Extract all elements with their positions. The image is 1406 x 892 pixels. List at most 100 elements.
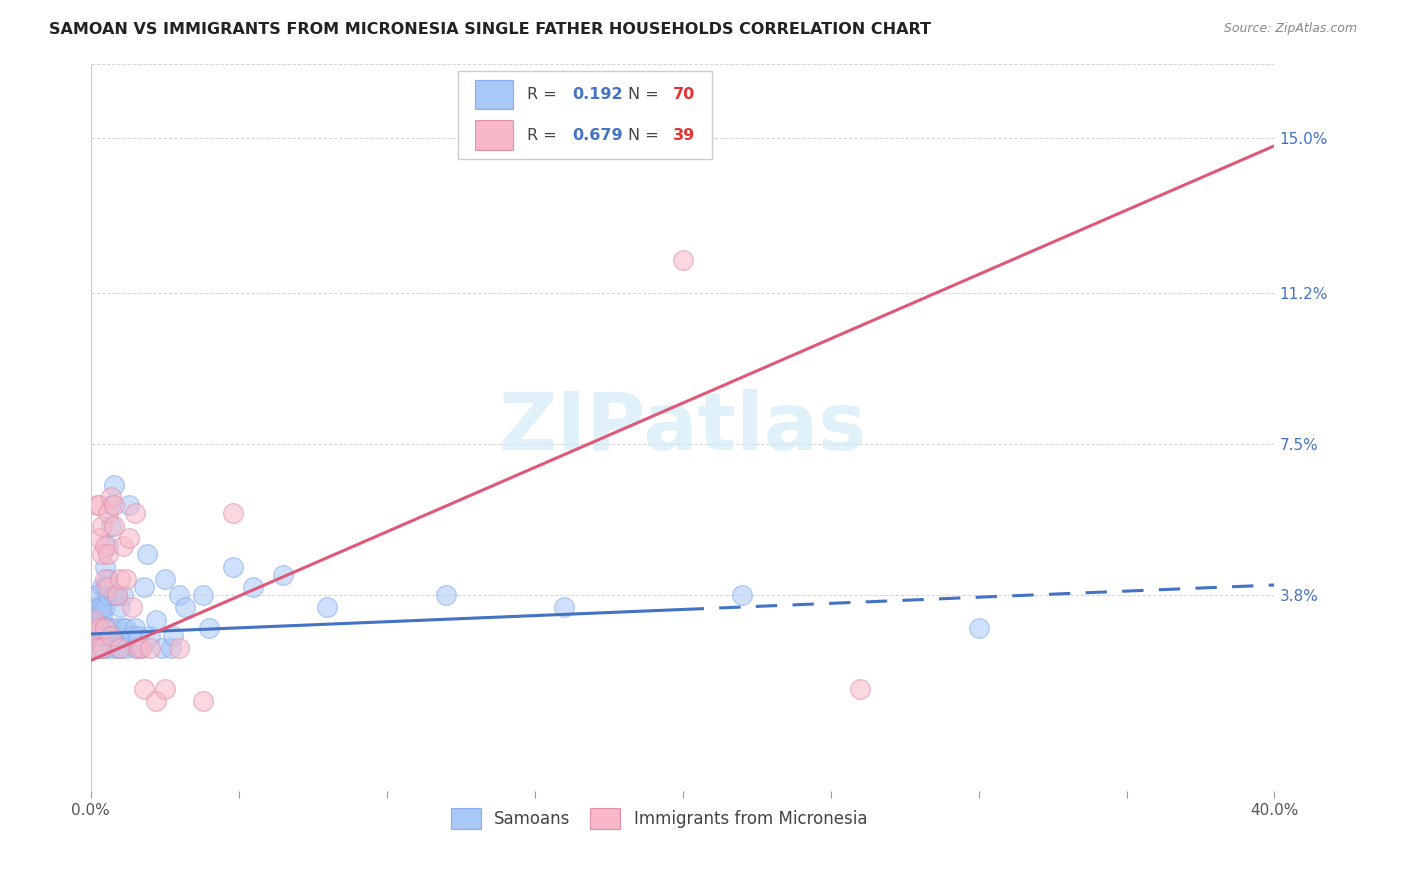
Point: [103, 518, 125, 533]
Point: [153, 682, 176, 697]
Point: [124, 507, 146, 521]
Point: [129, 641, 152, 656]
Point: [153, 572, 176, 586]
Point: [97, 629, 120, 643]
Point: [103, 588, 125, 602]
Point: [121, 629, 143, 643]
Point: [112, 621, 135, 635]
Point: [127, 641, 149, 656]
Point: [553, 600, 575, 615]
Point: [105, 621, 128, 635]
Point: [100, 490, 122, 504]
Point: [94, 580, 117, 594]
Point: [83, 613, 105, 627]
Point: [89, 641, 111, 656]
Point: [97, 547, 120, 561]
Point: [103, 629, 125, 643]
Text: 39: 39: [673, 128, 696, 143]
Point: [169, 641, 191, 656]
Point: [97, 588, 120, 602]
Point: [150, 641, 173, 656]
Point: [115, 621, 138, 635]
Point: [115, 641, 138, 656]
Point: [97, 572, 120, 586]
Point: [94, 629, 117, 643]
Point: [124, 621, 146, 635]
Point: [89, 621, 111, 635]
FancyBboxPatch shape: [475, 120, 513, 150]
Point: [103, 478, 125, 492]
Point: [86, 641, 108, 656]
Text: 0.679: 0.679: [572, 128, 623, 143]
Point: [191, 588, 214, 602]
Point: [169, 588, 191, 602]
Point: [191, 694, 214, 708]
Point: [108, 641, 131, 656]
Point: [100, 621, 122, 635]
Point: [86, 588, 108, 602]
Point: [91, 641, 114, 656]
Point: [91, 641, 114, 656]
Point: [105, 588, 128, 602]
Point: [91, 580, 114, 594]
Text: R =: R =: [527, 87, 562, 103]
Point: [97, 539, 120, 553]
Point: [91, 547, 114, 561]
Point: [124, 641, 146, 656]
Point: [89, 600, 111, 615]
Point: [100, 518, 122, 533]
Point: [112, 539, 135, 553]
Point: [97, 621, 120, 635]
Text: N =: N =: [628, 128, 664, 143]
Text: 70: 70: [673, 87, 696, 103]
Point: [83, 629, 105, 643]
Point: [139, 641, 162, 656]
Point: [221, 559, 243, 574]
Point: [132, 580, 155, 594]
Point: [112, 588, 135, 602]
Point: [94, 641, 117, 656]
Point: [434, 588, 457, 602]
Point: [105, 588, 128, 602]
Point: [94, 572, 117, 586]
Point: [103, 498, 125, 512]
Point: [132, 682, 155, 697]
Point: [271, 567, 294, 582]
Point: [91, 629, 114, 643]
Point: [162, 629, 184, 643]
Point: [118, 531, 141, 545]
Point: [97, 507, 120, 521]
Point: [105, 641, 128, 656]
Point: [159, 641, 181, 656]
Point: [91, 518, 114, 533]
Text: ZIPatlas: ZIPatlas: [499, 389, 866, 467]
Point: [86, 629, 108, 643]
Point: [118, 498, 141, 512]
Point: [849, 682, 872, 697]
Point: [94, 559, 117, 574]
Point: [671, 253, 693, 268]
Point: [86, 608, 108, 623]
FancyBboxPatch shape: [475, 80, 513, 110]
Point: [127, 629, 149, 643]
Point: [91, 608, 114, 623]
Point: [94, 621, 117, 635]
Point: [100, 498, 122, 512]
Point: [731, 588, 754, 602]
Point: [94, 621, 117, 635]
Point: [89, 629, 111, 643]
Point: [86, 498, 108, 512]
Point: [91, 600, 114, 615]
Point: [108, 629, 131, 643]
Point: [967, 621, 990, 635]
Point: [221, 507, 243, 521]
FancyBboxPatch shape: [457, 71, 713, 159]
Point: [108, 572, 131, 586]
Point: [139, 629, 162, 643]
Point: [100, 629, 122, 643]
Point: [242, 580, 264, 594]
Text: Source: ZipAtlas.com: Source: ZipAtlas.com: [1223, 22, 1357, 36]
Point: [129, 641, 152, 656]
Point: [94, 539, 117, 553]
Point: [83, 600, 105, 615]
